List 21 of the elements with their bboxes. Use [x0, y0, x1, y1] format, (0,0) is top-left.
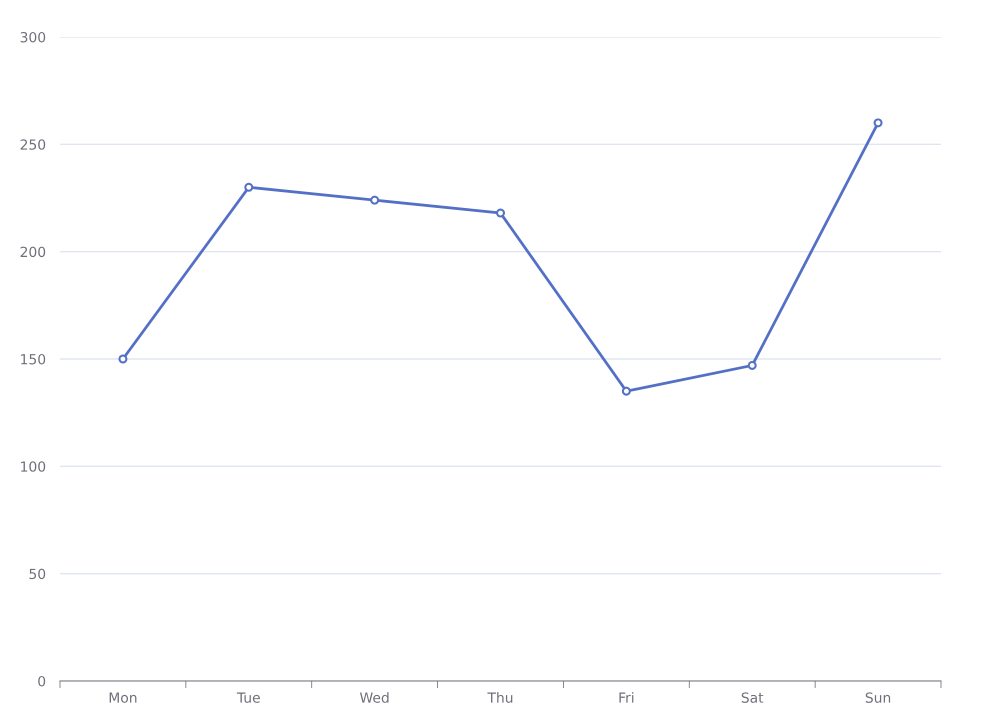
y-tick-label: 50 [30, 568, 46, 580]
point [748, 360, 757, 370]
point [622, 386, 631, 396]
x-tick-label: Mon [110, 692, 136, 703]
x-tick-label: Tue [236, 692, 260, 703]
x-tick-label: Sat [742, 692, 764, 703]
point [496, 208, 506, 218]
point [244, 182, 254, 192]
y-tick-label: 150 [21, 354, 46, 364]
point [370, 196, 380, 205]
y-tick-label: 300 [20, 32, 46, 42]
x-tick-label: Sun [866, 692, 890, 703]
x-tick-label: Wed [360, 692, 389, 703]
x-tick-label: Thu [487, 692, 512, 703]
y-tick-label: 200 [20, 246, 46, 258]
point [118, 354, 128, 364]
point [874, 118, 883, 128]
y-tick-label: 0 [38, 676, 46, 686]
x-tick-label: Fri [619, 692, 634, 703]
y-tick-label: 100 [21, 461, 46, 472]
y-tick-label: 250 [20, 139, 46, 150]
